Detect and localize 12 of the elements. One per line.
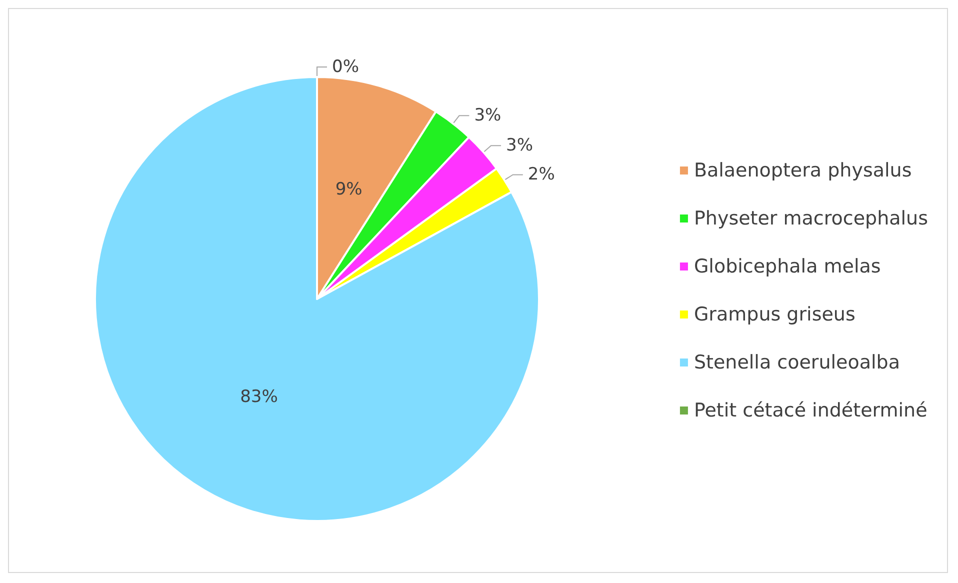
legend-label: Stenella coeruleoalba (694, 352, 900, 374)
legend-label: Globicephala melas (694, 256, 881, 278)
legend-label: Balaenoptera physalus (694, 160, 912, 182)
data-label: 83% (240, 387, 278, 408)
legend-label: Grampus griseus (694, 304, 856, 326)
legend-label: Petit cétacé indéterminé (694, 400, 928, 422)
text: 0% (332, 57, 359, 77)
data-label: 9% (335, 180, 362, 200)
legend-label: Physeter macrocephalus (694, 208, 928, 230)
data-label: 2% (528, 164, 555, 185)
data-label: 3% (474, 106, 502, 126)
data-label: 3% (506, 136, 534, 156)
